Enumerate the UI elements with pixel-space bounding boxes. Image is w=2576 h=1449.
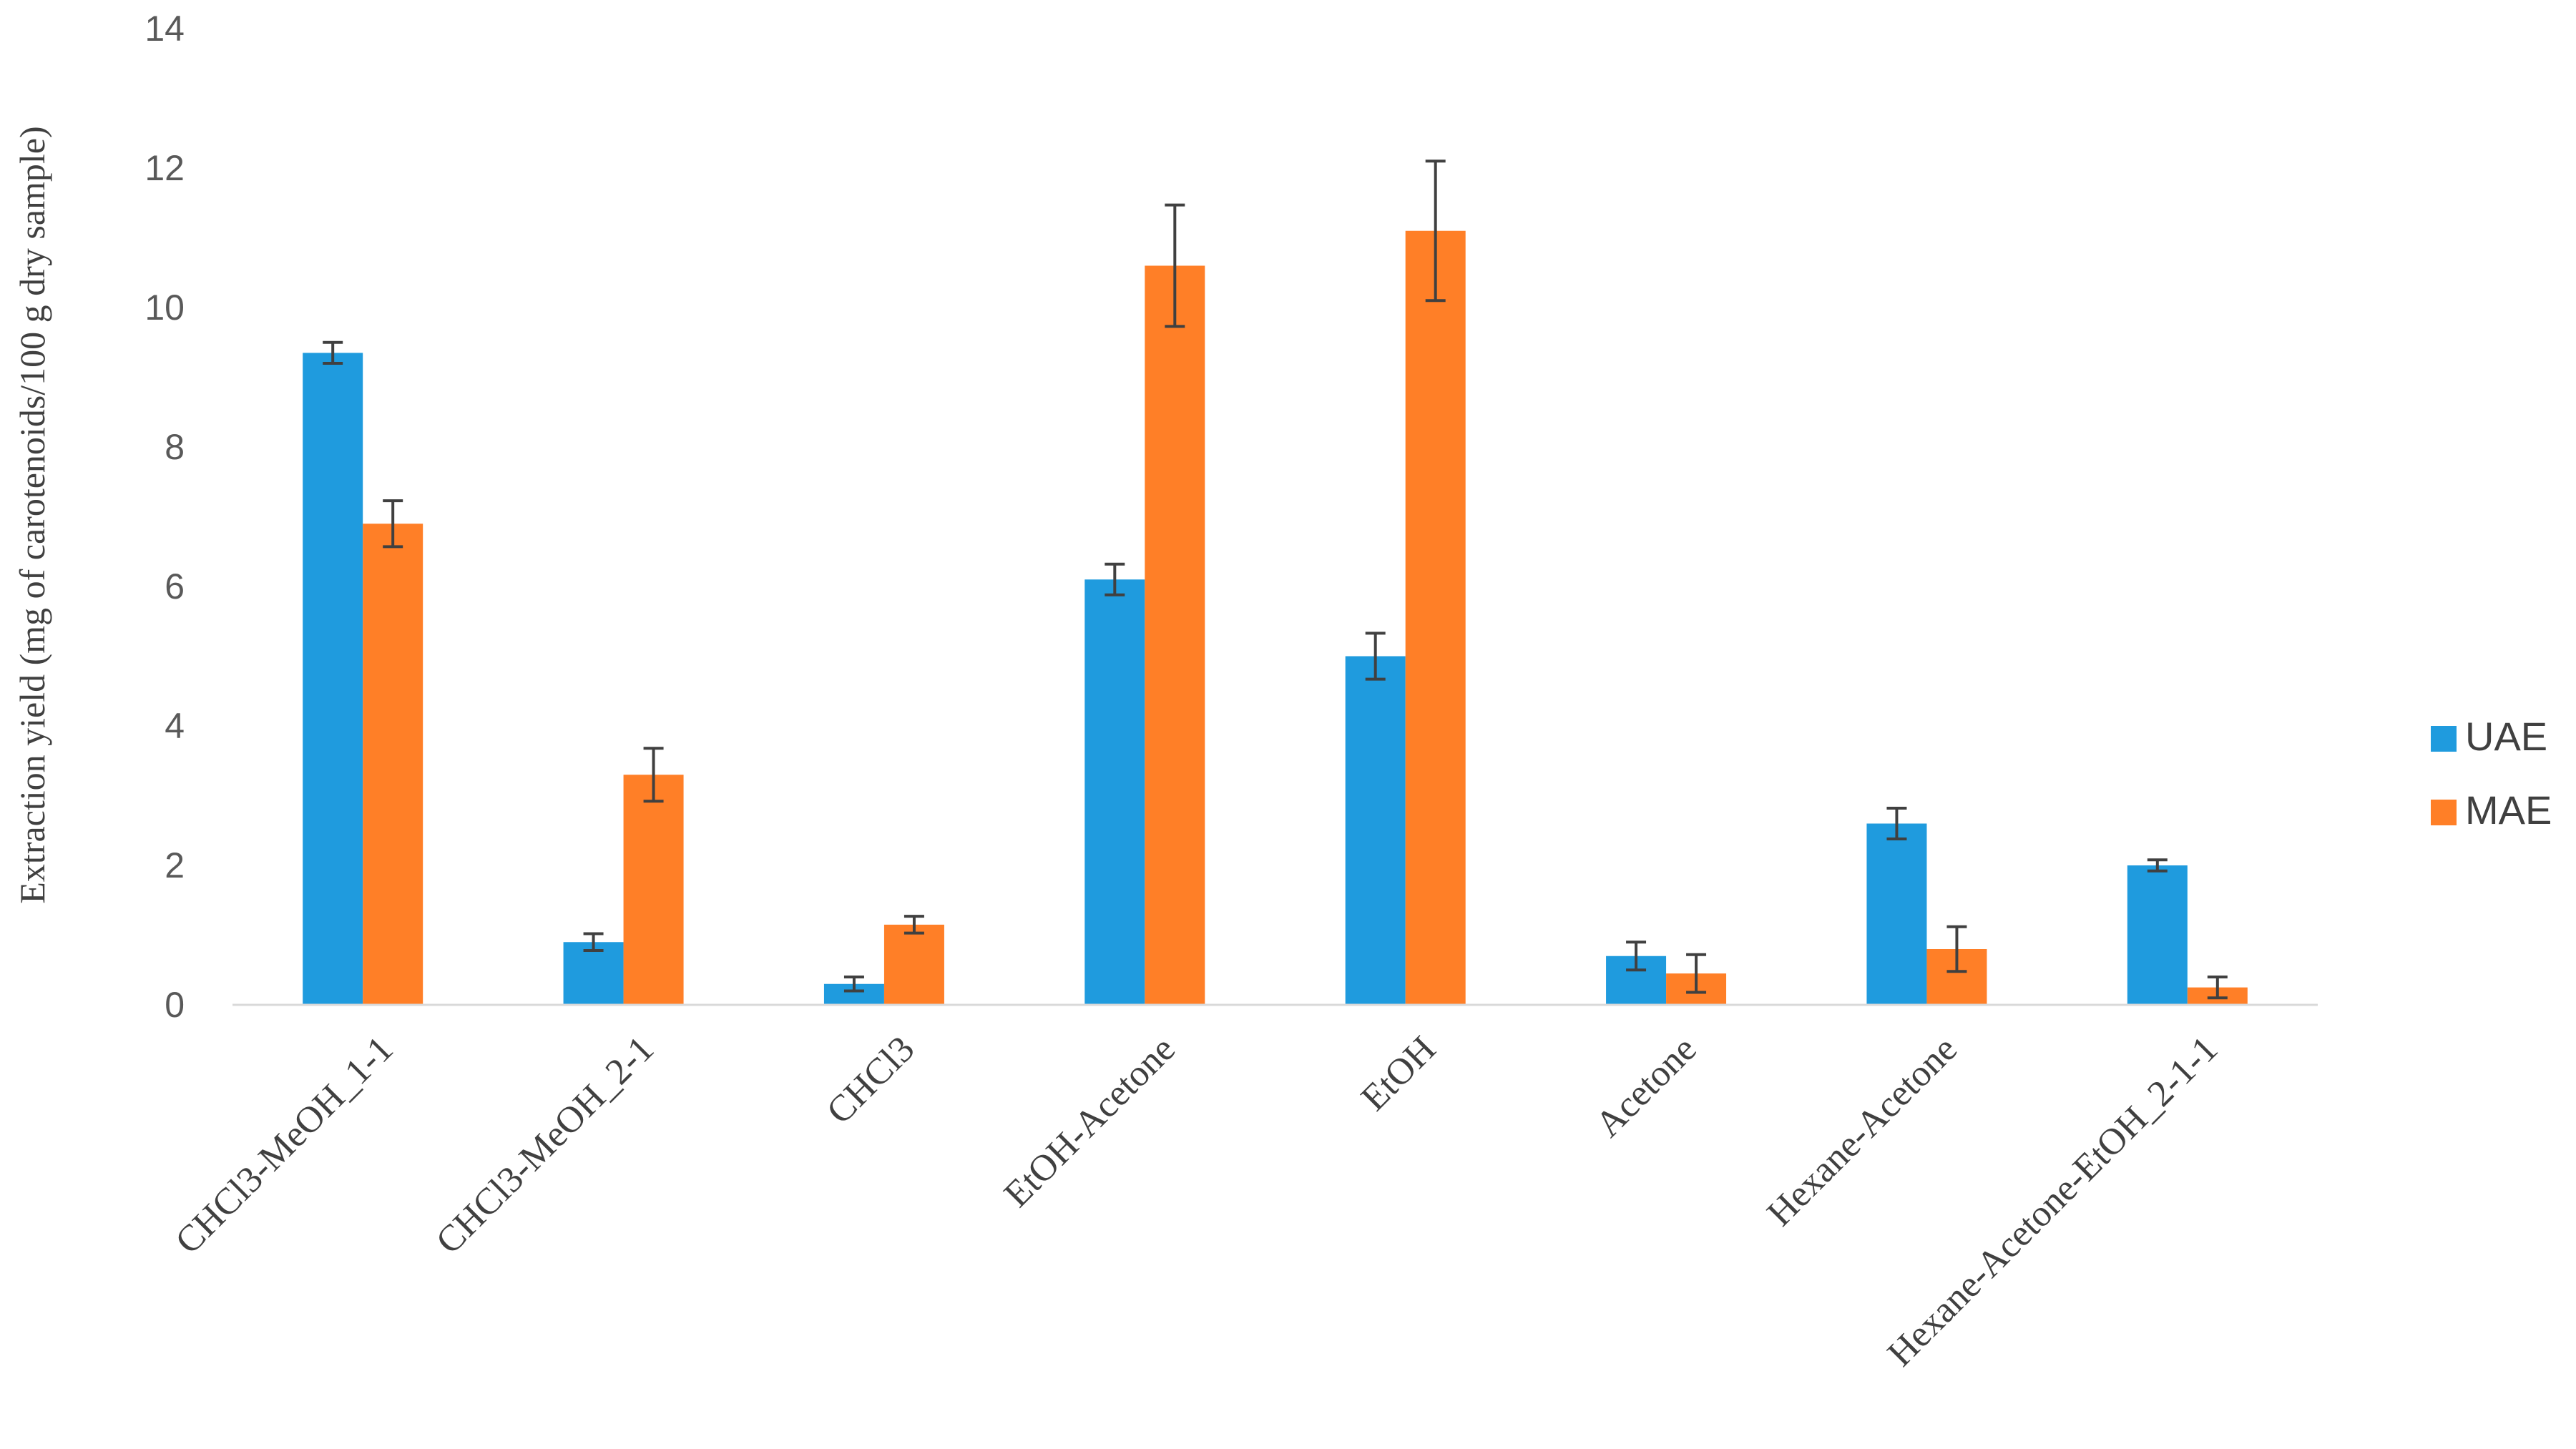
bar-uae bbox=[563, 942, 624, 1005]
x-tick-label: CHCl3-MeOH_1-1 bbox=[167, 1028, 401, 1262]
y-tick-label: 14 bbox=[145, 9, 185, 49]
legend: UAE MAE bbox=[2431, 714, 2552, 832]
y-tick-label: 4 bbox=[165, 706, 185, 746]
bar-mae bbox=[1145, 265, 1205, 1005]
bar-mae bbox=[1405, 230, 1466, 1005]
y-axis: 0 2 4 6 8 10 12 14 bbox=[145, 9, 185, 1025]
legend-swatch-mae bbox=[2431, 800, 2457, 825]
bar-uae bbox=[303, 353, 363, 1005]
x-tick-label: Acetone bbox=[1588, 1028, 1705, 1145]
error-bars bbox=[323, 159, 2228, 1000]
x-tick-label: CHCl3 bbox=[819, 1028, 923, 1132]
y-tick-label: 6 bbox=[165, 566, 185, 606]
x-tick-label: Hexane-Acetone bbox=[1760, 1028, 1965, 1234]
bar-mae bbox=[623, 775, 684, 1005]
y-axis-title: Extraction yield (mg of carotenoids/100 … bbox=[12, 126, 52, 903]
x-tick-label: EtOH-Acetone bbox=[996, 1028, 1183, 1215]
bar-uae bbox=[2127, 865, 2188, 1005]
y-tick-label: 2 bbox=[165, 845, 185, 885]
y-tick-label: 0 bbox=[165, 985, 185, 1025]
bar-mae bbox=[883, 924, 944, 1005]
legend-swatch-uae bbox=[2431, 726, 2457, 752]
bar-uae bbox=[1345, 656, 1406, 1005]
x-tick-label: EtOH bbox=[1353, 1028, 1444, 1119]
y-tick-label: 10 bbox=[145, 288, 185, 328]
legend-label-uae: UAE bbox=[2465, 714, 2547, 759]
legend-label-mae: MAE bbox=[2465, 787, 2552, 832]
y-tick-label: 12 bbox=[145, 148, 185, 188]
bar-mae bbox=[363, 524, 423, 1005]
x-axis-labels: CHCl3-MeOH_1-1 CHCl3-MeOH_2-1 CHCl3 EtOH-Ac… bbox=[167, 1028, 2225, 1374]
x-tick-label: CHCl3-MeOH_2-1 bbox=[428, 1028, 662, 1262]
bar-uae bbox=[1866, 823, 1927, 1005]
y-tick-label: 8 bbox=[165, 427, 185, 467]
bar-uae bbox=[1084, 579, 1145, 1005]
bars bbox=[303, 230, 2248, 1005]
